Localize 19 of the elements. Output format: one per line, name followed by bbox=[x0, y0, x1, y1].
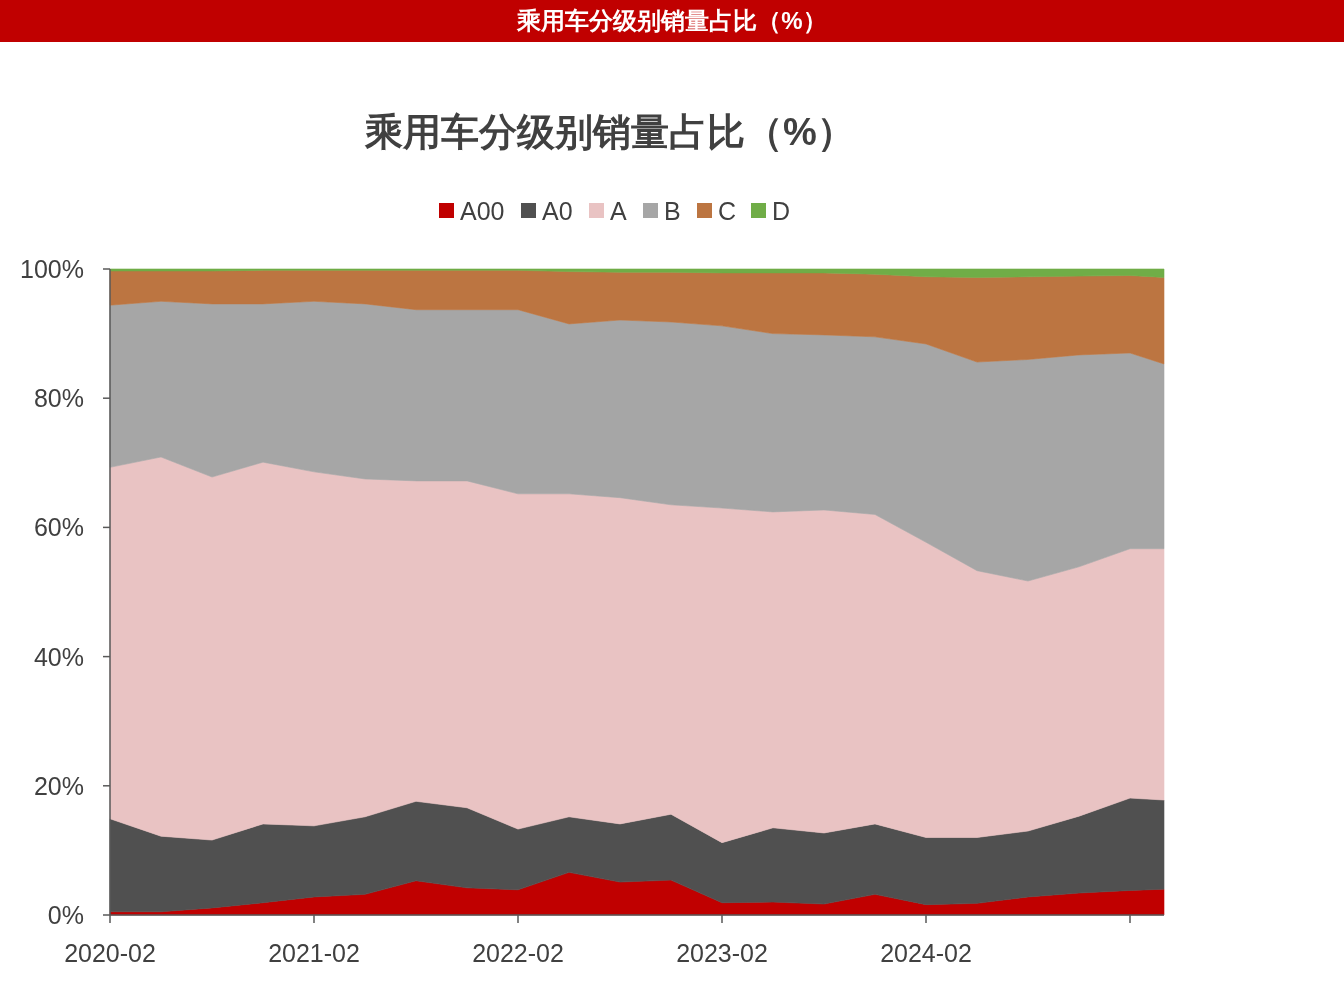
y-tick-label: 40% bbox=[33, 642, 84, 671]
x-tick-label: 2021-02 bbox=[268, 939, 360, 967]
y-tick-label: 100% bbox=[20, 255, 84, 283]
x-tick-label: 2023-02 bbox=[676, 939, 768, 967]
legend-label: D bbox=[772, 197, 791, 225]
x-tick-label: 2024-02 bbox=[880, 939, 972, 967]
legend-label: B bbox=[664, 197, 681, 225]
y-tick-label: 0% bbox=[47, 901, 84, 929]
y-tick-label: 20% bbox=[33, 771, 84, 800]
legend-label: A00 bbox=[460, 197, 505, 225]
text: 乘用车分级别销量占比（%） bbox=[516, 7, 827, 34]
x-tick-label: 2022-02 bbox=[472, 939, 564, 967]
legend-label: A0 bbox=[542, 197, 573, 225]
chart-title: 乘用车分级别销量占比（%） bbox=[364, 111, 855, 153]
y-tick-label: 60% bbox=[33, 513, 84, 542]
legend-label: A bbox=[610, 197, 627, 225]
y-tick-label: 80% bbox=[33, 384, 84, 413]
x-tick-label: 2020-02 bbox=[64, 939, 156, 967]
legend-label: C bbox=[718, 197, 737, 225]
